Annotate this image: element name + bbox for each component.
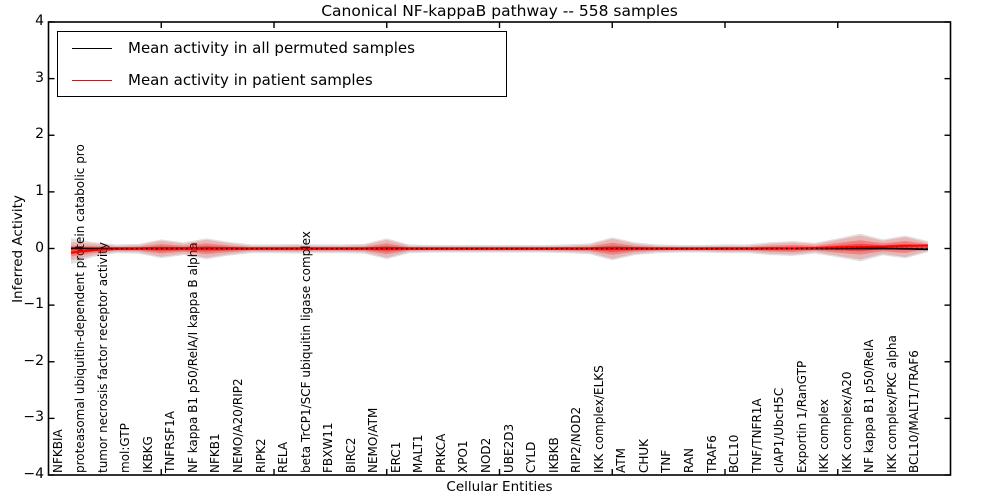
y-tick-label: 0 [35,239,44,256]
y-tick-label: 1 [35,182,44,199]
legend-entry-patient: Mean activity in patient samples [58,64,506,96]
y-tick-label: 2 [35,126,44,143]
y-tick-label: −2 [23,352,44,369]
legend-label: Mean activity in patient samples [128,71,373,89]
y-tick-label: −4 [23,466,44,482]
legend-entry-permuted: Mean activity in all permuted samples [58,32,506,64]
patient-mean-line [70,244,928,254]
y-tick-label: 3 [35,69,44,86]
y-tick-label: −1 [23,296,44,313]
x-axis-label: Cellular Entities [446,479,553,495]
permuted-line-sample [72,47,112,49]
legend: Mean activity in all permuted samples Me… [57,31,507,97]
patient-line-sample [72,79,112,81]
axes-frame [47,21,952,476]
chart-title: Canonical NF-kappaB pathway -- 558 sampl… [321,2,678,20]
legend-label: Mean activity in all permuted samples [128,39,415,57]
y-tick-label: 4 [35,13,44,29]
y-tick-label: −3 [23,409,44,426]
